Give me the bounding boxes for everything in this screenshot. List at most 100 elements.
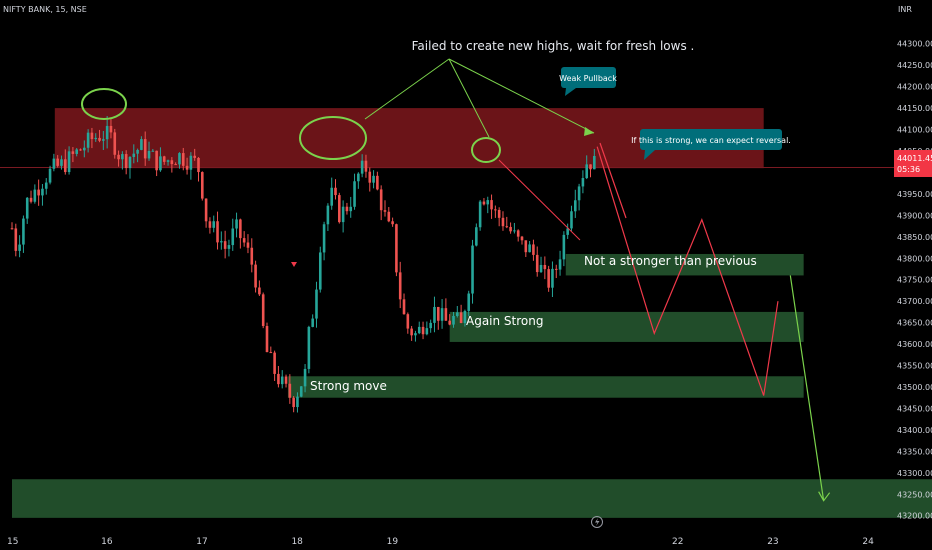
candle-body: [421, 326, 425, 335]
y-tick-label: 43700.00: [897, 297, 932, 306]
symbol-label: NIFTY BANK, 15, NSE: [3, 5, 87, 14]
candle-body: [322, 224, 326, 253]
candle-body: [345, 206, 349, 212]
y-tick-label: 43950.00: [897, 190, 932, 199]
y-tick-label: 43550.00: [897, 362, 932, 371]
candle-body: [528, 244, 531, 253]
candle-body: [501, 217, 505, 227]
candle-body: [33, 189, 37, 202]
currency-label: INR: [898, 5, 912, 14]
candle-body: [292, 397, 295, 408]
candle-body: [109, 125, 113, 133]
candle-body: [398, 272, 402, 300]
candle-body: [284, 376, 288, 384]
candle-body: [212, 221, 216, 228]
candle-body: [86, 132, 90, 148]
weak-pullback-text: Weak Pullback: [559, 74, 617, 83]
not-stronger-label: Not a stronger than previous: [584, 254, 757, 268]
candle-body: [406, 314, 410, 329]
candle-body: [185, 165, 189, 170]
candle-body: [585, 164, 589, 179]
reversal-callout: If this is strong, we can expect reversa…: [631, 129, 791, 160]
reversal-bubble: [640, 129, 782, 150]
candle-body: [296, 396, 299, 408]
candle-body: [524, 240, 528, 253]
candle-body: [25, 197, 29, 219]
candle-body: [250, 247, 254, 265]
candle-body: [83, 147, 86, 151]
candle-body: [63, 159, 67, 173]
candle-body: [147, 151, 151, 159]
candle-body: [543, 264, 547, 270]
candle-body: [429, 322, 432, 329]
candle-body: [178, 153, 181, 165]
candle-body: [364, 160, 368, 172]
candle-body: [52, 158, 56, 169]
x-tick-label: 19: [387, 537, 399, 547]
candle-body: [60, 159, 63, 166]
candle-body: [494, 209, 497, 211]
candle-body: [79, 149, 82, 151]
high-circle-3: [471, 137, 501, 163]
candle-body: [246, 242, 250, 248]
candle-body: [197, 157, 200, 173]
candle-body: [334, 187, 337, 196]
x-tick-label: 15: [7, 537, 18, 547]
candle-body: [231, 228, 235, 246]
candle-body: [14, 228, 18, 251]
candle-body: [577, 186, 581, 201]
candle-body: [593, 155, 596, 170]
candle-body: [29, 197, 33, 202]
candle-body: [143, 139, 147, 159]
candle-body: [193, 155, 196, 158]
candle-body: [417, 326, 421, 334]
candle-body: [254, 264, 257, 288]
candle-body: [566, 228, 569, 235]
y-tick-label: 43200.00: [897, 512, 932, 521]
high-circle-2: [299, 116, 367, 160]
candle-body: [467, 293, 471, 311]
y-tick-label: 43300.00: [897, 469, 932, 478]
candle-body: [75, 149, 79, 154]
x-tick-label: 24: [862, 537, 874, 547]
candle-body: [189, 155, 193, 170]
candle-body: [227, 245, 231, 249]
candle-body: [383, 210, 387, 212]
candle-body: [223, 241, 227, 249]
y-tick-label: 43900.00: [897, 211, 932, 220]
candle-body: [349, 206, 353, 212]
candle-body: [239, 219, 242, 239]
candle-body: [410, 328, 413, 336]
x-tick-label: 18: [291, 537, 303, 547]
candle-body: [516, 230, 520, 237]
high-circle-1: [81, 88, 127, 120]
y-tick-label: 44250.00: [897, 61, 932, 70]
y-tick-label: 43750.00: [897, 276, 932, 285]
candle-body: [478, 201, 482, 228]
candle-body: [490, 200, 493, 210]
candle-body: [102, 139, 105, 141]
candle-body: [277, 373, 280, 385]
candle-body: [570, 211, 573, 229]
candle-body: [162, 156, 166, 162]
candle-body: [113, 132, 117, 155]
candle-body: [573, 200, 577, 212]
candle-body: [482, 201, 486, 205]
candle-body: [360, 160, 364, 174]
candle-body: [532, 244, 535, 255]
lightning-icon[interactable]: [591, 516, 603, 528]
candle-body: [513, 230, 516, 232]
candle-body: [387, 211, 391, 222]
candle-body: [341, 206, 345, 223]
candle-body: [265, 325, 269, 353]
x-tick-label: 17: [196, 537, 207, 547]
candle-body: [486, 200, 490, 205]
candle-body: [433, 306, 436, 323]
zone-again-strong: [449, 311, 804, 342]
candle-body: [505, 226, 509, 228]
candle-body: [376, 175, 379, 190]
candle-body: [497, 209, 501, 218]
candle-body: [132, 153, 136, 157]
candle-body: [90, 132, 94, 140]
